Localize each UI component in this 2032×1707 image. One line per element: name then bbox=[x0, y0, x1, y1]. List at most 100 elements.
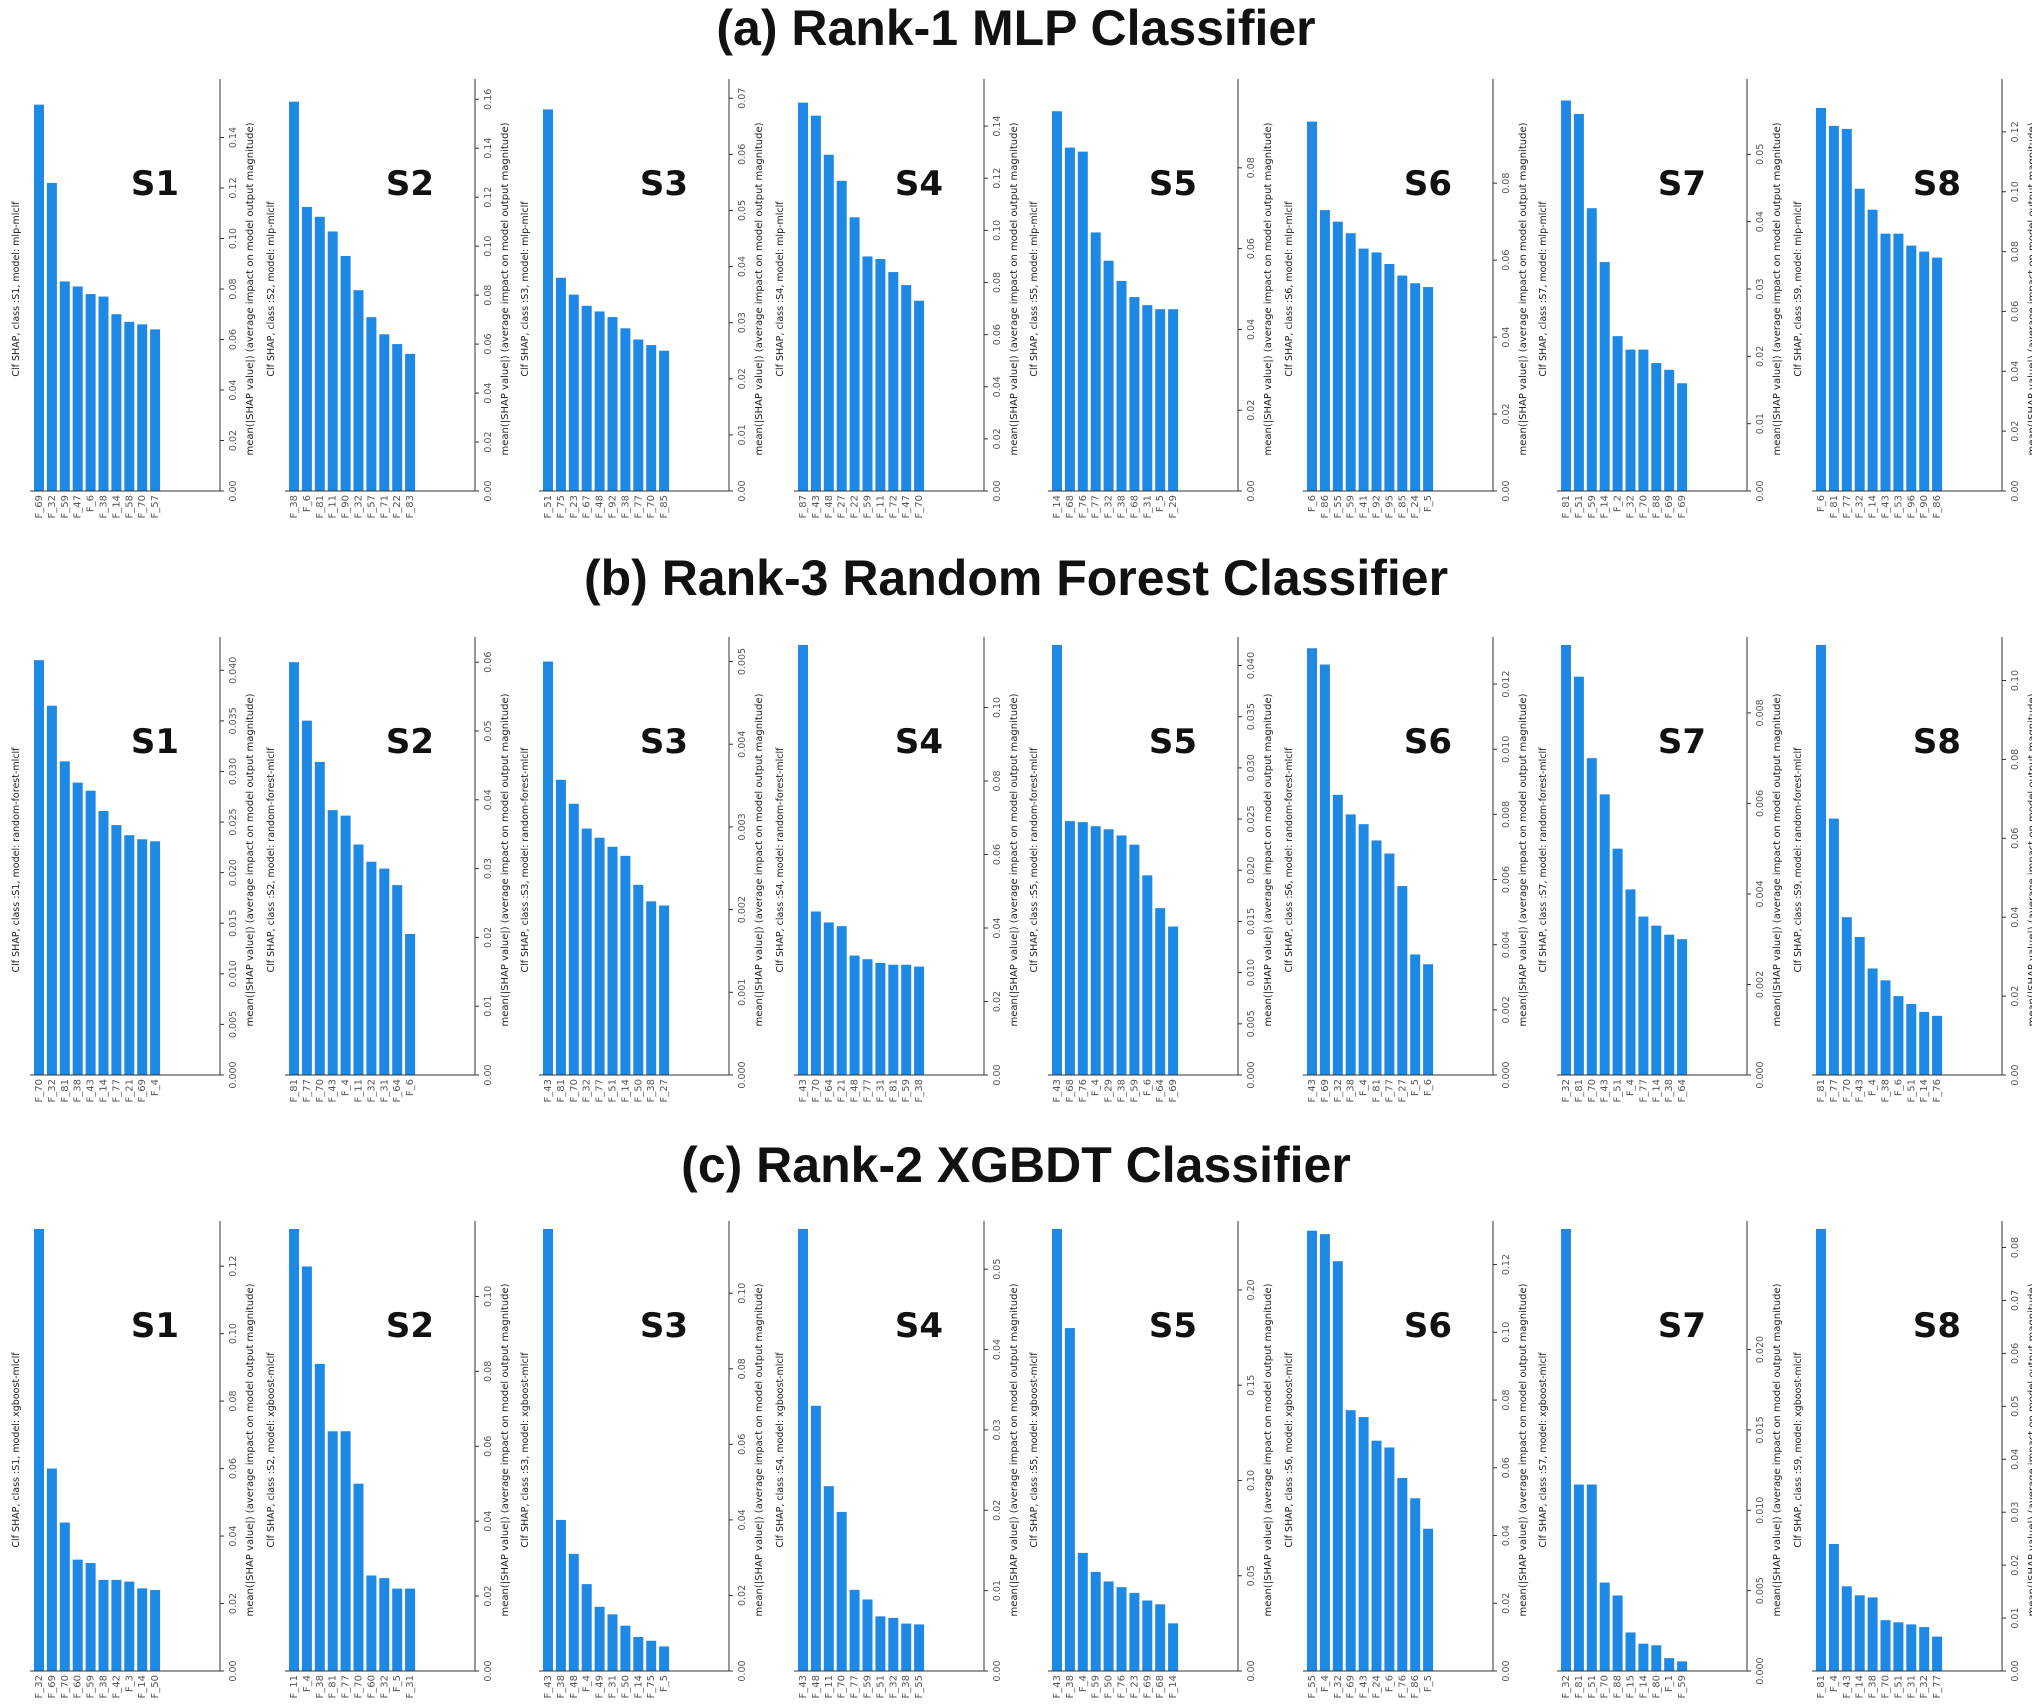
x-tick-label: F_70 bbox=[569, 1079, 580, 1102]
bar-F_81 bbox=[556, 780, 566, 1075]
x-tick-label: F_27 bbox=[1397, 1079, 1408, 1102]
panel-s1-c: Clf SHAP, class :S1, model: xgboost-mlcl… bbox=[10, 1212, 262, 1707]
x-tick-label: F_32 bbox=[1561, 1079, 1572, 1102]
y-tick-label: 0.035 bbox=[228, 707, 239, 734]
bar-F_43 bbox=[1880, 234, 1890, 491]
bar-F_77 bbox=[1932, 1637, 1942, 1671]
bar-F_11 bbox=[353, 845, 363, 1075]
bar-F_21 bbox=[836, 926, 846, 1075]
bar-F_64 bbox=[392, 885, 402, 1075]
x-tick-label: F_22 bbox=[849, 495, 860, 518]
bar-F_51 bbox=[1906, 1004, 1916, 1075]
bar-F_4 bbox=[1867, 968, 1877, 1075]
y-tick-label: 0.010 bbox=[1501, 736, 1512, 763]
y-tick-label: 0.04 bbox=[1755, 211, 1766, 232]
bar-F_32 bbox=[888, 1618, 898, 1671]
x-tick-label: F_76 bbox=[1078, 1079, 1089, 1102]
x-tick-label: F_88 bbox=[1613, 1675, 1624, 1698]
x-tick-label: F_77 bbox=[301, 1079, 312, 1102]
panel-label: S7 bbox=[1658, 1306, 1706, 1346]
bar-F_81 bbox=[327, 1431, 337, 1671]
x-tick-label: F_38 bbox=[1117, 1079, 1128, 1102]
panel-ylabel: Clf SHAP, class :S3, model: mlp-mlclf bbox=[520, 201, 531, 377]
y-tick-label: 0.01 bbox=[992, 1580, 1003, 1601]
x-tick-label: F_51 bbox=[1906, 1079, 1917, 1102]
x-tick-label: F_69 bbox=[34, 495, 45, 518]
bar-F_43 bbox=[798, 1229, 808, 1671]
x-tick-label: F_69 bbox=[1319, 1079, 1330, 1102]
panel-right-axis-label: mean(|SHAP value|) (average impact on mo… bbox=[754, 122, 765, 455]
x-tick-label: F_4 bbox=[150, 1079, 161, 1096]
bar-F_4 bbox=[1078, 1553, 1088, 1671]
x-tick-label: F_47 bbox=[901, 495, 912, 518]
x-tick-label: F_69 bbox=[1664, 495, 1675, 518]
x-tick-label: F_43 bbox=[86, 1079, 97, 1102]
x-tick-label: F_59 bbox=[1129, 1079, 1140, 1102]
bar-F_55 bbox=[914, 1624, 924, 1671]
bar-F_64 bbox=[1677, 939, 1687, 1075]
x-tick-label: F_81 bbox=[60, 1079, 71, 1102]
bar-F_31 bbox=[1906, 1624, 1916, 1671]
bar-F_6 bbox=[86, 294, 96, 491]
panel-ylabel: Clf SHAP, class :S1, model: xgboost-mlcl… bbox=[11, 1352, 22, 1548]
bar-F_14 bbox=[633, 1637, 643, 1671]
x-tick-label: F_43 bbox=[1880, 495, 1891, 518]
bar-F_11 bbox=[327, 231, 337, 491]
panel-ylabel: Clf SHAP, class :S2, model: xgboost-mlcl… bbox=[266, 1352, 277, 1548]
y-tick-label: 0.06 bbox=[228, 329, 239, 350]
y-tick-label: 0.12 bbox=[1501, 1254, 1512, 1275]
y-tick-label: 0.02 bbox=[483, 927, 494, 948]
y-tick-label: 0.006 bbox=[1501, 866, 1512, 893]
y-tick-label: 0.05 bbox=[2010, 1396, 2021, 1417]
y-tick-label: 0.05 bbox=[1246, 1565, 1257, 1586]
bar-F_70 bbox=[34, 660, 44, 1075]
y-tick-label: 0.020 bbox=[1755, 1336, 1766, 1363]
x-tick-label: F_32 bbox=[1919, 1675, 1930, 1698]
bar-F_24 bbox=[1371, 1441, 1381, 1671]
y-tick-label: 0.03 bbox=[992, 1419, 1003, 1440]
bar-F_69 bbox=[1664, 370, 1674, 491]
x-tick-label: F_81 bbox=[1574, 1675, 1585, 1698]
x-tick-label: F_31 bbox=[608, 1675, 619, 1698]
y-tick-label: 0.04 bbox=[2010, 1449, 2021, 1470]
y-tick-label: 0.08 bbox=[483, 285, 494, 306]
x-tick-label: F_27 bbox=[836, 495, 847, 518]
bar-F_27 bbox=[1397, 886, 1407, 1075]
panel-right-axis-label: mean(|SHAP value|) (average impact on mo… bbox=[500, 1283, 511, 1616]
panel-right-axis-label: mean(|SHAP value|) (average impact on mo… bbox=[1518, 1283, 1529, 1616]
bar-F_32 bbox=[1104, 261, 1114, 491]
y-tick-label: 0.001 bbox=[737, 979, 748, 1006]
y-tick-label: 0.03 bbox=[737, 312, 748, 333]
x-tick-label: F_43 bbox=[1841, 1675, 1852, 1698]
bar-F_32 bbox=[47, 183, 57, 491]
bar-F_38 bbox=[646, 901, 656, 1075]
panel-right-axis-label: mean(|SHAP value|) (average impact on mo… bbox=[1772, 693, 1783, 1026]
bar-F_4 bbox=[1626, 889, 1636, 1075]
x-tick-label: F_67 bbox=[582, 495, 593, 518]
x-tick-label: F_14 bbox=[1600, 495, 1611, 518]
x-tick-label: F_77 bbox=[862, 1079, 873, 1102]
x-tick-label: F_4 bbox=[1319, 1675, 1330, 1692]
bar-F_42 bbox=[111, 1580, 121, 1671]
bar-F_96 bbox=[1906, 246, 1916, 491]
x-tick-label: F_77 bbox=[849, 1675, 860, 1698]
x-tick-label: F_43 bbox=[327, 1079, 338, 1102]
x-tick-label: F_5 bbox=[1423, 495, 1434, 512]
x-tick-label: F_70 bbox=[314, 1079, 325, 1102]
x-tick-label: F_43 bbox=[543, 1675, 554, 1698]
x-tick-label: F_24 bbox=[1410, 495, 1421, 518]
bar-F_51 bbox=[875, 1616, 885, 1671]
bar-F_38 bbox=[1345, 814, 1355, 1075]
bar-F_70 bbox=[1841, 917, 1851, 1075]
x-tick-label: F_38 bbox=[1880, 1079, 1891, 1102]
bar-F_49 bbox=[595, 1607, 605, 1671]
panel-label: S6 bbox=[1403, 722, 1451, 762]
x-tick-label: F_6 bbox=[1142, 1079, 1153, 1096]
y-tick-label: 0.040 bbox=[228, 657, 239, 684]
x-tick-label: F_6 bbox=[1307, 495, 1318, 512]
x-tick-label: F_81 bbox=[327, 1675, 338, 1698]
bar-F_38 bbox=[1117, 835, 1127, 1075]
y-tick-label: 0.00 bbox=[483, 480, 494, 501]
bar-F_5 bbox=[1423, 1529, 1433, 1671]
y-tick-label: 0.03 bbox=[1755, 278, 1766, 299]
